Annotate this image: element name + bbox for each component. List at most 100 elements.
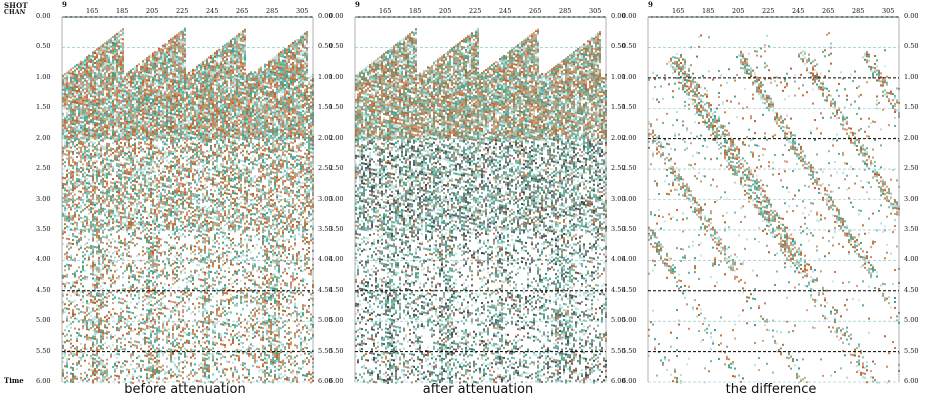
time-axis-label: Time (4, 376, 24, 385)
caption-difference: the difference (646, 382, 896, 402)
time-tick-left: 5.00 (36, 316, 50, 324)
time-tick-left: 5.50 (622, 347, 636, 355)
time-tick-right: 4.50 (904, 286, 918, 294)
time-tick-right: 4.50 (318, 286, 332, 294)
time-tick-right: 2.50 (318, 164, 332, 172)
time-tick-right: 3.50 (318, 225, 332, 233)
channel-tick-label: 305 (882, 7, 894, 15)
time-tick-left: 1.50 (36, 103, 50, 111)
caption-after: after attenuation (353, 382, 603, 402)
time-tick-left: 1.50 (622, 103, 636, 111)
time-tick-right: 0.00 (904, 12, 918, 20)
time-tick-right: 4.00 (904, 255, 918, 263)
time-tick-right: 1.00 (904, 73, 918, 81)
time-tick-left: 4.00 (36, 255, 50, 263)
time-tick-right: 0.00 (611, 12, 625, 20)
time-tick-left: 5.00 (622, 316, 636, 324)
time-tick-right: 1.50 (904, 103, 918, 111)
time-tick-left: 2.00 (36, 134, 50, 142)
time-tick-left: 3.00 (329, 195, 343, 203)
seismic-traces (62, 17, 314, 384)
time-tick-right: 6.00 (318, 377, 332, 385)
shot-value: 9 (62, 0, 67, 9)
time-tick-right: 3.50 (904, 225, 918, 233)
time-tick-right: 1.50 (611, 103, 625, 111)
time-tick-left: 2.50 (36, 164, 50, 172)
seismic-image-before (61, 16, 314, 384)
time-tick-left: 6.00 (622, 377, 636, 385)
time-tick-left: 5.50 (329, 347, 343, 355)
time-tick-left: 2.50 (329, 164, 343, 172)
time-tick-right: 4.00 (318, 255, 332, 263)
channel-tick-label: 245 (792, 7, 804, 15)
time-tick-right: 5.50 (904, 347, 918, 355)
time-tick-right: 0.00 (318, 12, 332, 20)
shot-value: 9 (355, 0, 360, 9)
time-tick-right: 6.00 (611, 377, 625, 385)
time-tick-right: 3.00 (611, 195, 625, 203)
time-tick-left: 4.00 (622, 255, 636, 263)
shot-header-label: SHOT (4, 1, 28, 10)
time-tick-left: 3.00 (36, 195, 50, 203)
channel-tick-label: 205 (439, 7, 451, 15)
time-tick-right: 0.50 (611, 42, 625, 50)
seismic-panel-before: before attenuation (0, 0, 314, 404)
time-tick-left: 4.50 (329, 286, 343, 294)
seismic-traces (648, 17, 900, 384)
time-tick-left: 3.00 (622, 195, 636, 203)
time-tick-left: 3.50 (329, 225, 343, 233)
channel-tick-label: 305 (296, 7, 308, 15)
time-tick-left: 3.50 (36, 225, 50, 233)
channel-tick-label: 225 (762, 7, 774, 15)
time-tick-left: 1.00 (622, 73, 636, 81)
channel-tick-label: 245 (499, 7, 511, 15)
channel-tick-label: 265 (529, 7, 541, 15)
channel-tick-label: 225 (469, 7, 481, 15)
channel-tick-label: 285 (266, 7, 278, 15)
channel-tick-label: 185 (702, 7, 714, 15)
time-tick-right: 2.00 (318, 134, 332, 142)
channel-tick-label: 165 (672, 7, 684, 15)
time-tick-right: 5.00 (318, 316, 332, 324)
time-tick-right: 1.00 (318, 73, 332, 81)
channel-tick-label: 265 (822, 7, 834, 15)
time-tick-left: 2.00 (329, 134, 343, 142)
time-tick-right: 5.50 (611, 347, 625, 355)
caption-before: before attenuation (60, 382, 310, 402)
time-tick-left: 0.00 (36, 12, 50, 20)
time-tick-left: 0.50 (622, 42, 636, 50)
time-tick-right: 5.50 (318, 347, 332, 355)
channel-tick-label: 285 (559, 7, 571, 15)
channel-tick-label: 205 (146, 7, 158, 15)
shot-value: 9 (648, 0, 653, 9)
time-tick-right: 6.00 (904, 377, 918, 385)
channel-tick-label: 185 (116, 7, 128, 15)
time-tick-left: 0.50 (329, 42, 343, 50)
channel-tick-label: 265 (236, 7, 248, 15)
seismic-image-difference (647, 16, 900, 384)
seismic-image-after (354, 16, 607, 384)
time-tick-left: 4.50 (36, 286, 50, 294)
time-tick-left: 6.00 (329, 377, 343, 385)
seismic-panel-after: after attenuation (293, 0, 607, 404)
time-tick-left: 1.00 (36, 73, 50, 81)
time-tick-right: 1.50 (318, 103, 332, 111)
channel-tick-label: 305 (589, 7, 601, 15)
time-tick-right: 4.50 (611, 286, 625, 294)
time-tick-right: 2.50 (904, 164, 918, 172)
time-tick-right: 0.50 (904, 42, 918, 50)
channel-tick-label: 185 (409, 7, 421, 15)
time-tick-left: 1.50 (329, 103, 343, 111)
channel-tick-label: 285 (852, 7, 864, 15)
time-tick-right: 5.00 (611, 316, 625, 324)
channel-tick-label: 165 (86, 7, 98, 15)
time-tick-right: 1.00 (611, 73, 625, 81)
seismic-panel-difference: the difference (586, 0, 900, 404)
time-tick-right: 2.50 (611, 164, 625, 172)
time-tick-right: 2.00 (904, 134, 918, 142)
time-tick-left: 4.50 (622, 286, 636, 294)
time-tick-left: 2.00 (622, 134, 636, 142)
channel-tick-label: 165 (379, 7, 391, 15)
chan-header-label: CHAN (4, 9, 25, 16)
time-tick-left: 5.00 (329, 316, 343, 324)
